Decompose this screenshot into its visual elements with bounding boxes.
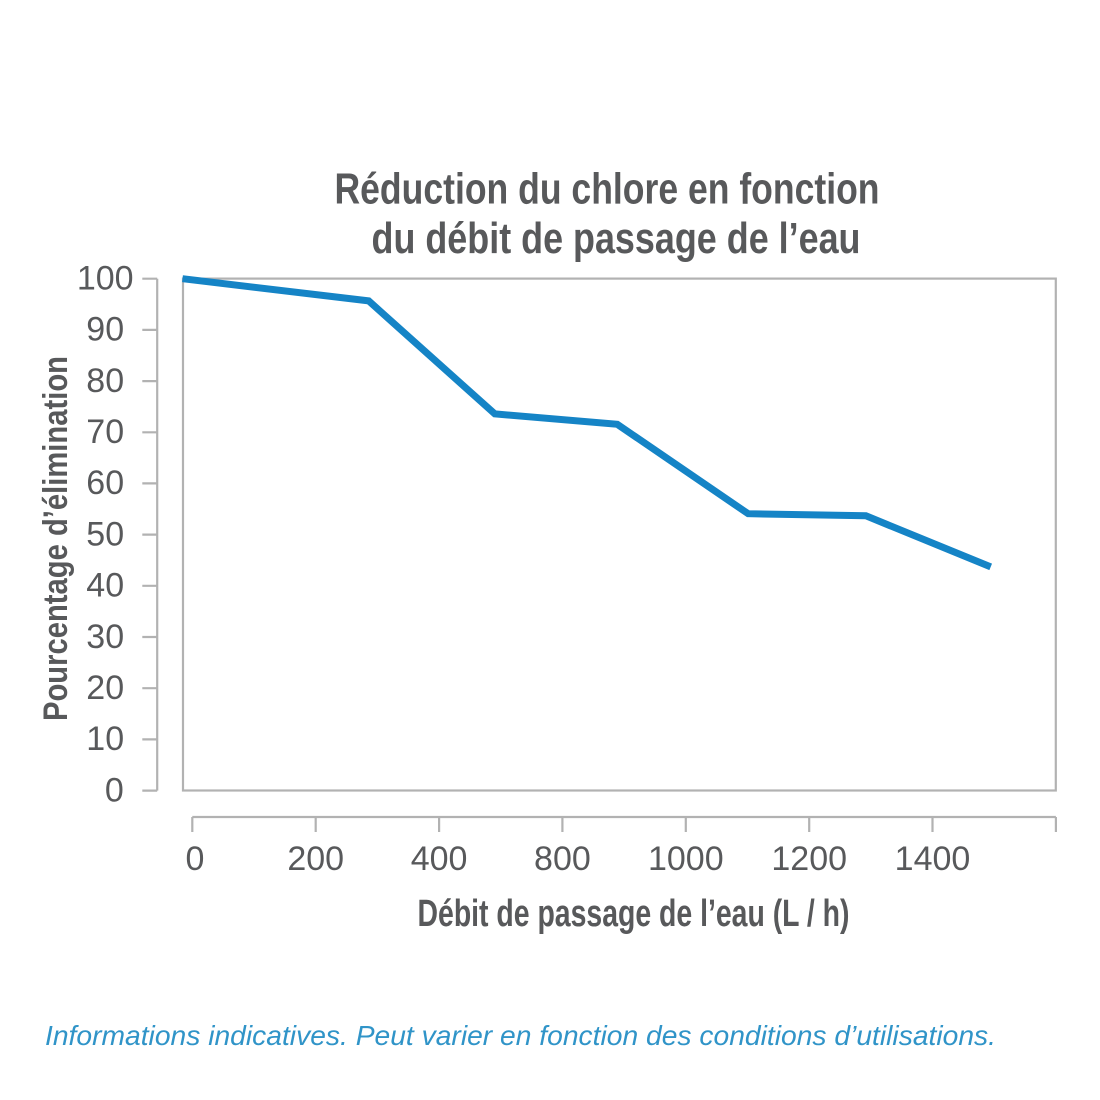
svg-text:10: 10	[86, 720, 124, 758]
svg-text:Réduction du chlore en fonctio: Réduction du chlore en fonction	[335, 165, 880, 214]
svg-text:1200: 1200	[771, 840, 847, 878]
svg-text:Débit de passage de l’eau (L /: Débit de passage de l’eau (L / h)	[418, 893, 850, 935]
svg-text:90: 90	[86, 311, 124, 349]
svg-text:30: 30	[86, 618, 124, 656]
svg-text:70: 70	[86, 413, 124, 451]
svg-text:200: 200	[287, 840, 344, 878]
svg-text:Pourcentage d’élimination: Pourcentage d’élimination	[37, 356, 75, 721]
svg-text:50: 50	[86, 515, 124, 553]
svg-text:0: 0	[105, 771, 124, 809]
svg-text:1000: 1000	[648, 840, 724, 878]
svg-text:20: 20	[86, 669, 124, 707]
svg-text:1400: 1400	[895, 840, 971, 878]
svg-text:100: 100	[77, 260, 134, 298]
svg-text:40: 40	[86, 567, 124, 605]
svg-text:800: 800	[534, 840, 591, 878]
svg-text:80: 80	[86, 362, 124, 400]
svg-text:0: 0	[186, 840, 205, 878]
svg-text:400: 400	[411, 840, 468, 878]
svg-text:60: 60	[86, 464, 124, 502]
svg-text:du débit de passage de l’eau: du débit de passage de l’eau	[372, 214, 861, 263]
svg-text:Informations indicatives. Peut: Informations indicatives. Peut varier en…	[45, 1020, 996, 1051]
